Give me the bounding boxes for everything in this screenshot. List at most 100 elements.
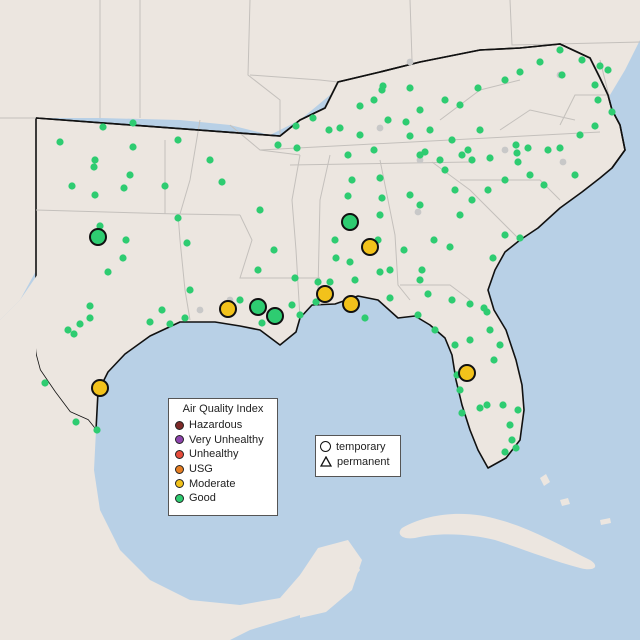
monitor-dot-good (608, 108, 616, 116)
monitor-dot-good (406, 132, 414, 140)
monitor-dot-good (129, 119, 137, 127)
monitor-dot-good (476, 126, 484, 134)
monitor-dot-good (406, 84, 414, 92)
monitor-dot-good (516, 234, 524, 242)
monitor-dot-good (181, 314, 189, 322)
monitor-dot-good (325, 126, 333, 134)
monitor-dot-good (486, 326, 494, 334)
monitor-dot-nodata (196, 306, 204, 314)
monitor-dot-good (596, 62, 604, 70)
monitor-dot-good (424, 290, 432, 298)
monitor-dot-good (346, 258, 354, 266)
monitor-dot-good (90, 163, 98, 171)
legend-label-permanent: permanent (337, 455, 390, 468)
aqi-marker-moderate (91, 379, 109, 397)
monitor-dot-good (476, 404, 484, 412)
monitor-dot-good (93, 426, 101, 434)
monitor-dot-good (161, 182, 169, 190)
monitor-dot-good (332, 254, 340, 262)
monitor-dot-good (516, 68, 524, 76)
monitor-dot-good (274, 141, 282, 149)
monitor-dot-good (146, 318, 154, 326)
legend-label: USG (189, 463, 213, 476)
legend-label: Moderate (189, 477, 236, 490)
legend-row-very-unhealthy: Very Unhealthy (169, 433, 277, 448)
monitor-dot-good (416, 201, 424, 209)
monitor-dot-good (351, 276, 359, 284)
land-yucatan (300, 540, 362, 618)
monitor-dot-nodata (414, 208, 422, 216)
monitor-dot-good (174, 136, 182, 144)
monitor-dot-good (370, 96, 378, 104)
monitor-dot-good (186, 286, 194, 294)
monitor-dot-good (270, 246, 278, 254)
monitor-dot-good (236, 296, 244, 304)
monitor-dot-good (571, 171, 579, 179)
monitor-dots (41, 46, 616, 456)
monitor-dot-good (158, 306, 166, 314)
monitor-dot-good (386, 294, 394, 302)
monitor-dot-good (406, 191, 414, 199)
monitor-dot-good (414, 311, 422, 319)
monitor-dot-good (314, 278, 322, 286)
legend-swatch-icon (175, 479, 184, 489)
monitor-dot-good (578, 56, 586, 64)
monitor-dot-good (119, 254, 127, 262)
legend-label: Good (189, 492, 216, 505)
monitor-dot-good (576, 131, 584, 139)
monitor-dot-good (501, 176, 509, 184)
monitor-dot-good (536, 58, 544, 66)
aqi-marker-good (249, 298, 267, 316)
monitor-dot-good (458, 409, 466, 417)
monitor-dot-good (451, 341, 459, 349)
monitor-dot-good (421, 148, 429, 156)
monitor-dot-good (129, 143, 137, 151)
monitor-dot-good (206, 156, 214, 164)
monitor-dot-good (416, 276, 424, 284)
monitor-dot-good (594, 96, 602, 104)
monitor-dot-good (506, 421, 514, 429)
aqi-marker-good (266, 307, 284, 325)
monitor-dot-good (416, 106, 424, 114)
aqi-legend: Air Quality Index Hazardous Very Unhealth… (168, 398, 278, 516)
monitor-dot-good (41, 379, 49, 387)
state-borders (0, 0, 640, 321)
legend-swatch-icon (175, 420, 184, 430)
monitor-dot-good (501, 448, 509, 456)
monitor-dot-good (376, 211, 384, 219)
monitor-dot-good (218, 178, 226, 186)
monitor-dot-good (484, 186, 492, 194)
monitor-dot-good (402, 118, 410, 126)
monitor-dot-good (456, 386, 464, 394)
monitor-dot-good (426, 126, 434, 134)
monitor-dot-good (70, 330, 78, 338)
monitor-dot-good (448, 296, 456, 304)
monitor-dot-good (524, 144, 532, 152)
monitor-dot-good (448, 136, 456, 144)
monitor-dot-good (120, 184, 128, 192)
monitor-dot-nodata (376, 124, 384, 132)
monitor-dot-good (441, 166, 449, 174)
monitor-dot-good (254, 266, 262, 274)
aqi-marker-good (89, 228, 107, 246)
land-mexico (0, 268, 360, 640)
monitor-dot-good (489, 254, 497, 262)
aqi-marker-moderate (458, 364, 476, 382)
aqi-marker-good (341, 213, 359, 231)
monitor-dot-good (356, 102, 364, 110)
monitor-dot-good (64, 326, 72, 334)
monitor-dot-good (496, 341, 504, 349)
monitor-dot-nodata (559, 158, 567, 166)
monitor-dot-good (356, 131, 364, 139)
monitor-dot-good (309, 114, 317, 122)
monitor-dot-good (591, 81, 599, 89)
monitor-dot-good (68, 182, 76, 190)
monitor-dot-good (400, 246, 408, 254)
legend-row-permanent: permanent (316, 454, 400, 469)
legend-row-usg: USG (169, 462, 277, 477)
monitor-dot-good (91, 191, 99, 199)
monitor-dot-good (91, 156, 99, 164)
legend-swatch-icon (175, 435, 184, 445)
monitor-dot-good (441, 96, 449, 104)
